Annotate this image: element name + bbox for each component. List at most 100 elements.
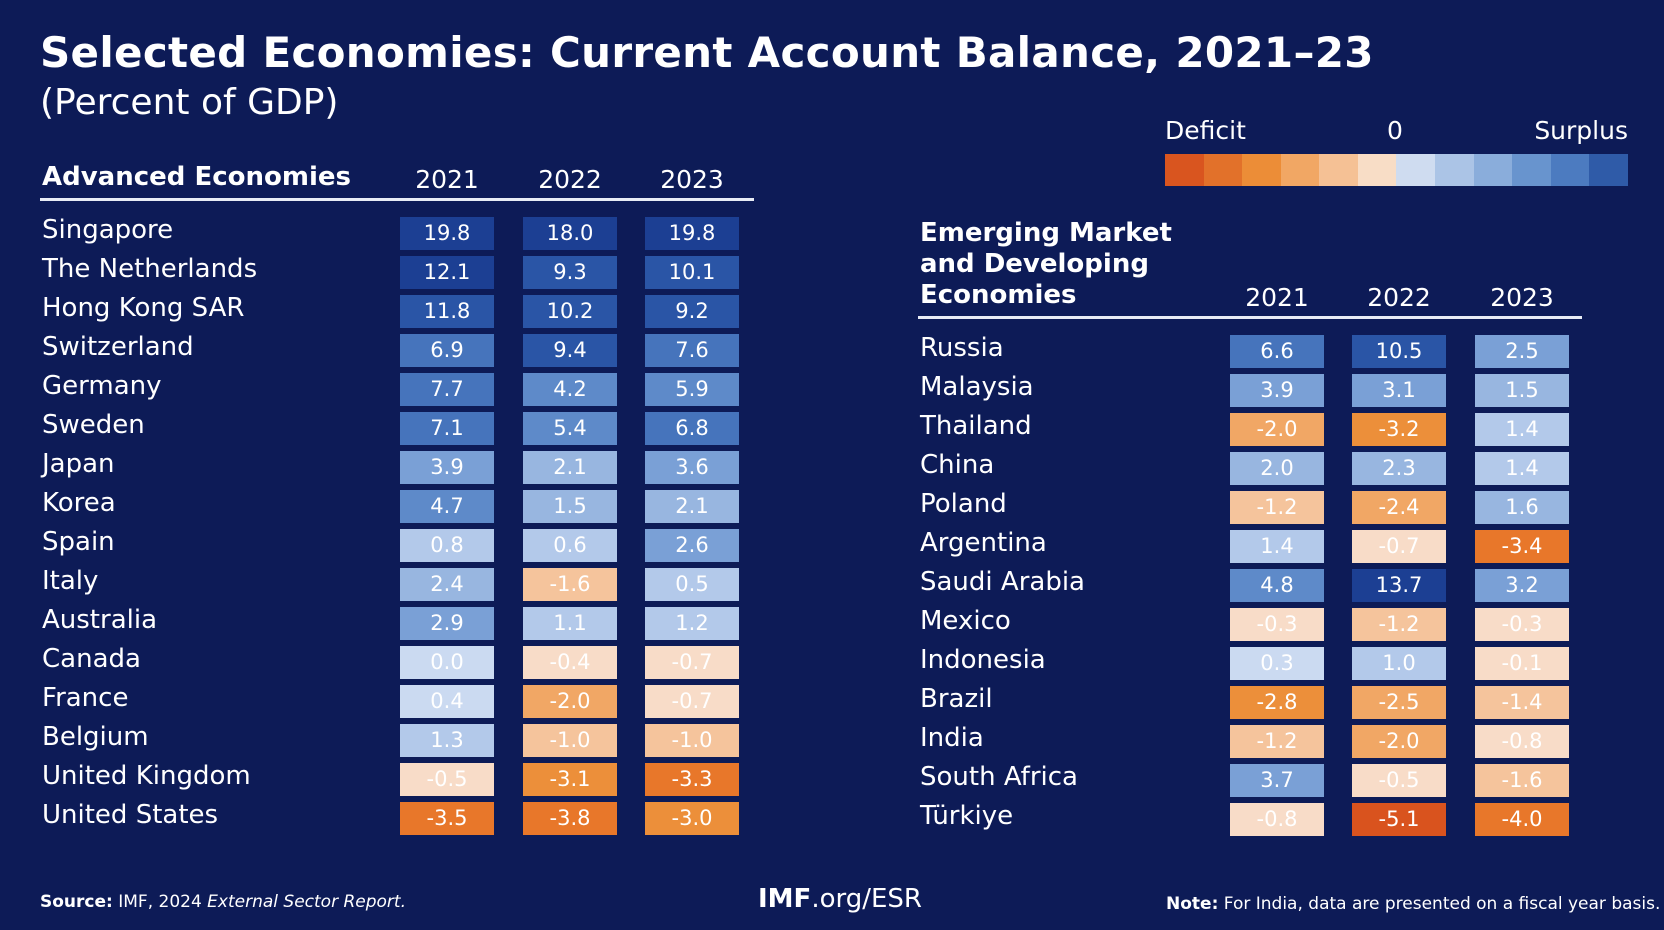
chart-subtitle: (Percent of GDP) (40, 82, 339, 123)
advanced-value-cell: -2.0 (523, 685, 617, 718)
legend-swatch (1473, 154, 1513, 186)
advanced-value-cell: 18.0 (523, 217, 617, 250)
advanced-value-cell: 1.3 (400, 724, 494, 757)
emerging-country-label: Brazil (920, 684, 993, 714)
emerging-country-label: Argentina (920, 528, 1047, 558)
advanced-value-cell: -3.8 (523, 802, 617, 835)
advanced-country-label: Belgium (42, 722, 149, 752)
emerging-value-cell: -3.2 (1352, 413, 1446, 446)
legend-swatch (1357, 154, 1397, 186)
advanced-value-cell: 6.8 (645, 412, 739, 445)
emerging-value-cell: 1.4 (1475, 452, 1569, 485)
advanced-value-cell: 2.4 (400, 568, 494, 601)
advanced-value-cell: -1.0 (523, 724, 617, 757)
emerging-value-cell: -5.1 (1352, 803, 1446, 836)
emerging-year-2021: 2021 (1245, 283, 1309, 312)
advanced-country-label: Canada (42, 644, 141, 674)
emerging-value-cell: 4.8 (1230, 569, 1324, 602)
advanced-value-cell: -0.5 (400, 763, 494, 796)
imf-site-link[interactable]: IMF.org/ESR (758, 884, 922, 914)
emerging-value-cell: -0.8 (1230, 803, 1324, 836)
source-report-title: External Sector Report. (207, 892, 406, 912)
advanced-value-cell: 1.5 (523, 490, 617, 523)
advanced-value-cell: 0.0 (400, 646, 494, 679)
legend-swatch (1319, 154, 1358, 186)
emerging-value-cell: -0.3 (1230, 608, 1324, 641)
emerging-value-cell: -1.2 (1230, 725, 1324, 758)
emerging-country-label: Poland (920, 489, 1007, 519)
emerging-value-cell: -1.2 (1230, 491, 1324, 524)
advanced-value-cell: 2.1 (645, 490, 739, 523)
source-text: IMF, 2024 (118, 892, 202, 912)
india-note: Note: For India, data are presented on a… (1166, 894, 1660, 914)
advanced-value-cell: 2.6 (645, 529, 739, 562)
emerging-value-cell: -2.4 (1352, 491, 1446, 524)
advanced-country-label: United Kingdom (42, 761, 251, 791)
advanced-section-title: Advanced Economies (42, 162, 351, 192)
source-note: Source: IMF, 2024 External Sector Report… (40, 892, 406, 912)
advanced-value-cell: 7.7 (400, 373, 494, 406)
advanced-value-cell: 3.6 (645, 451, 739, 484)
advanced-value-cell: 19.8 (645, 217, 739, 250)
chart-title: Selected Economies: Current Account Bala… (40, 28, 1374, 77)
emerging-value-cell: 0.3 (1230, 647, 1324, 680)
advanced-year-2021: 2021 (415, 165, 479, 194)
emerging-value-cell: 1.5 (1475, 374, 1569, 407)
emerging-country-label: China (920, 450, 995, 480)
legend-deficit-label: Deficit (1165, 116, 1246, 145)
emerging-country-label: India (920, 723, 984, 753)
advanced-value-cell: 2.9 (400, 607, 494, 640)
legend-swatch (1512, 154, 1551, 186)
advanced-country-label: Japan (42, 449, 115, 479)
emerging-country-label: Mexico (920, 606, 1011, 636)
emerging-value-cell: 2.0 (1230, 452, 1324, 485)
advanced-value-cell: 0.8 (400, 529, 494, 562)
advanced-country-label: United States (42, 800, 219, 830)
advanced-value-cell: -3.5 (400, 802, 494, 835)
emerging-country-label: Malaysia (920, 372, 1034, 402)
advanced-value-cell: 11.8 (400, 295, 494, 328)
advanced-country-label: Hong Kong SAR (42, 293, 245, 323)
site-bold: IMF (758, 884, 812, 914)
advanced-value-cell: 4.2 (523, 373, 617, 406)
emerging-title-line-3: Economies (920, 280, 1077, 310)
advanced-value-cell: -3.1 (523, 763, 617, 796)
advanced-value-cell: -0.4 (523, 646, 617, 679)
advanced-value-cell: 10.2 (523, 295, 617, 328)
emerging-year-2022: 2022 (1367, 283, 1431, 312)
emerging-country-label: Türkiye (920, 801, 1014, 831)
legend-swatch (1435, 154, 1474, 186)
advanced-value-cell: -0.7 (645, 646, 739, 679)
color-legend: Deficit 0 Surplus (1165, 116, 1628, 186)
advanced-value-cell: 9.2 (645, 295, 739, 328)
advanced-value-cell: -1.0 (645, 724, 739, 757)
legend-swatch (1396, 154, 1436, 186)
emerging-section-title: Emerging Market and Developing Economies (920, 218, 1172, 311)
advanced-country-label: Australia (42, 605, 158, 635)
legend-zero-label: 0 (1387, 116, 1403, 145)
emerging-year-2023: 2023 (1490, 283, 1554, 312)
advanced-value-cell: -1.6 (523, 568, 617, 601)
legend-color-scale (1165, 154, 1628, 186)
emerging-country-label: Indonesia (920, 645, 1046, 675)
advanced-value-cell: 5.4 (523, 412, 617, 445)
emerging-value-cell: 3.7 (1230, 764, 1324, 797)
advanced-value-cell: 5.9 (645, 373, 739, 406)
emerging-header-rule (918, 316, 1582, 319)
advanced-value-cell: 12.1 (400, 256, 494, 289)
emerging-value-cell: 1.6 (1475, 491, 1569, 524)
emerging-value-cell: -2.5 (1352, 686, 1446, 719)
advanced-header-rule (40, 198, 754, 201)
advanced-country-label: Spain (42, 527, 115, 557)
advanced-value-cell: 0.5 (645, 568, 739, 601)
advanced-country-label: Sweden (42, 410, 145, 440)
emerging-value-cell: -3.4 (1475, 530, 1569, 563)
advanced-country-label: Switzerland (42, 332, 194, 362)
emerging-value-cell: 6.6 (1230, 335, 1324, 368)
legend-swatch (1589, 154, 1628, 186)
emerging-value-cell: 1.0 (1352, 647, 1446, 680)
emerging-value-cell: -0.1 (1475, 647, 1569, 680)
emerging-value-cell: -1.4 (1475, 686, 1569, 719)
advanced-country-label: Singapore (42, 215, 174, 245)
emerging-value-cell: 3.2 (1475, 569, 1569, 602)
